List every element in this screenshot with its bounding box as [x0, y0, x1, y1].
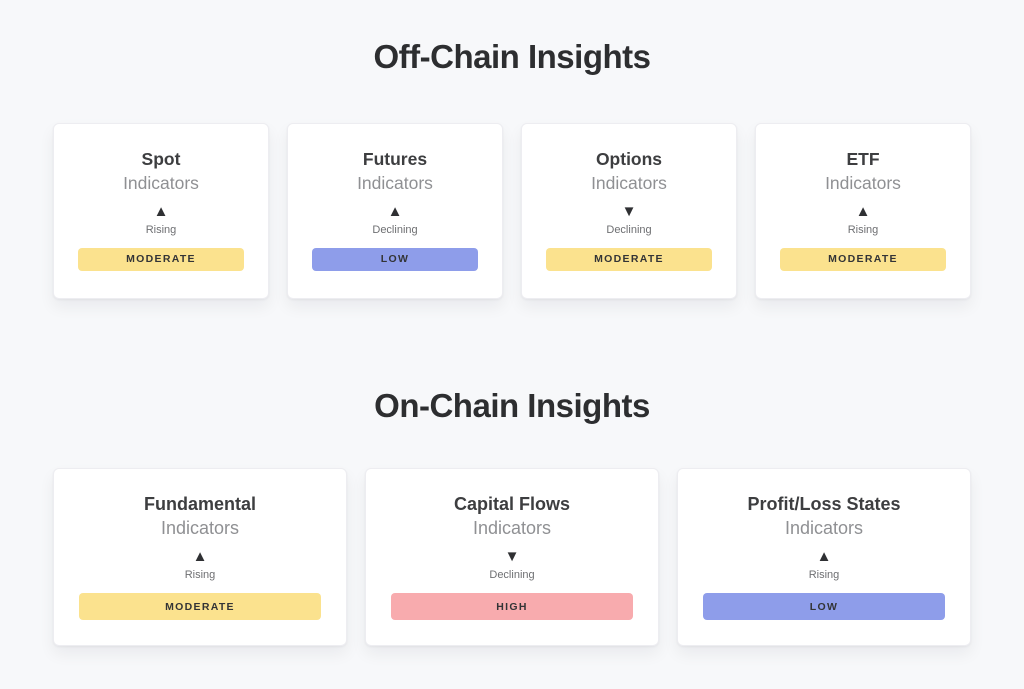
card-subtitle: Indicators — [160, 517, 240, 538]
triangle-up-icon: ▲ — [387, 202, 403, 220]
card-subtitle: Indicators — [357, 173, 433, 193]
card-subtitle: Indicators — [784, 517, 864, 538]
onchain-card-row: Fundamental Indicators ▲ Rising MODERATE… — [53, 467, 971, 646]
profit-loss-states-indicators-card: Profit/Loss States Indicators ▲ Rising L… — [677, 467, 971, 646]
card-title: Capital Flows — [453, 493, 570, 514]
etf-indicators-card: ETF Indicators ▲ Rising MODERATE — [755, 123, 971, 300]
status-badge: MODERATE — [546, 247, 712, 271]
triangle-up-icon: ▲ — [855, 202, 871, 220]
spot-indicators-card: Spot Indicators ▲ Rising MODERATE — [53, 123, 269, 300]
onchain-section-title: On-Chain Insights — [374, 387, 650, 425]
card-subtitle: Indicators — [123, 173, 199, 193]
triangle-up-icon: ▲ — [153, 202, 169, 220]
trend-label: Declining — [606, 223, 652, 236]
card-title: ETF — [846, 149, 880, 170]
card-subtitle: Indicators — [825, 173, 901, 193]
triangle-up-icon: ▲ — [816, 548, 832, 566]
card-subtitle: Indicators — [591, 173, 667, 193]
card-title: Spot — [141, 149, 181, 170]
options-indicators-card: Options Indicators ▼ Declining MODERATE — [521, 123, 737, 300]
card-title: Fundamental — [143, 493, 256, 514]
insights-page: Off-Chain Insights Spot Indicators ▲ Ris… — [53, 0, 971, 646]
status-badge: HIGH — [391, 593, 633, 621]
status-badge: MODERATE — [79, 593, 321, 621]
card-title: Profit/Loss States — [747, 493, 901, 514]
trend-label: Declining — [372, 223, 418, 236]
card-title: Options — [595, 149, 663, 170]
status-badge: MODERATE — [78, 247, 244, 271]
offchain-section-title: Off-Chain Insights — [373, 38, 651, 75]
trend-label: Rising — [145, 223, 177, 236]
futures-indicators-card: Futures Indicators ▲ Declining LOW — [287, 123, 503, 300]
triangle-up-icon: ▲ — [192, 548, 208, 566]
card-title: Futures — [362, 149, 428, 170]
capital-flows-indicators-card: Capital Flows Indicators ▼ Declining HIG… — [365, 467, 659, 646]
triangle-down-icon: ▼ — [621, 202, 637, 220]
status-badge: LOW — [703, 593, 945, 621]
trend-label: Rising — [808, 569, 840, 582]
fundamental-indicators-card: Fundamental Indicators ▲ Rising MODERATE — [53, 467, 347, 646]
triangle-down-icon: ▼ — [504, 548, 520, 566]
offchain-card-row: Spot Indicators ▲ Rising MODERATE Future… — [53, 123, 971, 300]
card-subtitle: Indicators — [472, 517, 552, 538]
status-badge: MODERATE — [780, 247, 946, 271]
trend-label: Rising — [847, 223, 879, 236]
trend-label: Rising — [184, 569, 216, 582]
status-badge: LOW — [312, 247, 478, 271]
trend-label: Declining — [489, 569, 535, 582]
